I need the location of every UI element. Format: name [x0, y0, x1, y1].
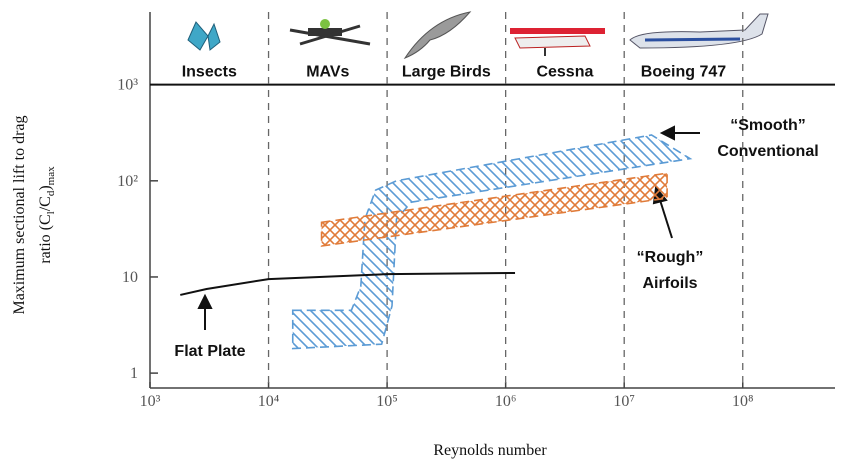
label-part: max [45, 166, 57, 185]
x-tick-label: 10⁵ [376, 393, 398, 410]
band-label: “Rough” [637, 249, 704, 266]
bird-icon [405, 12, 470, 58]
series-label: Flat Plate [174, 343, 245, 360]
x-tick-label: 10⁷ [613, 393, 635, 410]
cessna-icon [510, 28, 605, 56]
y-tick-label: 10³ [117, 77, 138, 94]
region-label: Boeing 747 [641, 64, 726, 81]
region-label: Insects [182, 64, 237, 81]
boeing-icon [630, 14, 768, 48]
region-label: Large Birds [402, 64, 491, 81]
insect-icon [188, 22, 220, 50]
y-axis-label-line: ratio (Cl/Cd)max [37, 166, 57, 264]
y-axis-label: Maximum sectional lift to drag ratio (Cl… [11, 115, 57, 314]
y-tick-label: 1 [130, 365, 138, 382]
region-label: MAVs [306, 64, 349, 81]
label-part: ratio (C [37, 214, 54, 263]
y-tick-label: 10² [117, 173, 138, 190]
x-tick-label: 10³ [140, 393, 161, 410]
region-label: Cessna [536, 64, 593, 81]
x-tick-label: 10⁴ [258, 393, 280, 410]
x-axis-label: Reynolds number [433, 442, 547, 459]
y-axis-label-line: Maximum sectional lift to drag [11, 115, 28, 314]
x-tick-label: 10⁸ [732, 393, 754, 410]
band-label: Conventional [717, 143, 818, 160]
label-part: /C [37, 196, 54, 211]
line [180, 273, 515, 295]
chart: Reynolds number Maximum sectional lift t… [0, 0, 845, 470]
mav-icon [290, 19, 370, 44]
band-label: “Smooth” [730, 117, 806, 134]
band-label: Airfoils [642, 275, 697, 292]
y-tick-label: 10 [122, 269, 138, 286]
x-tick-label: 10⁶ [495, 393, 517, 410]
